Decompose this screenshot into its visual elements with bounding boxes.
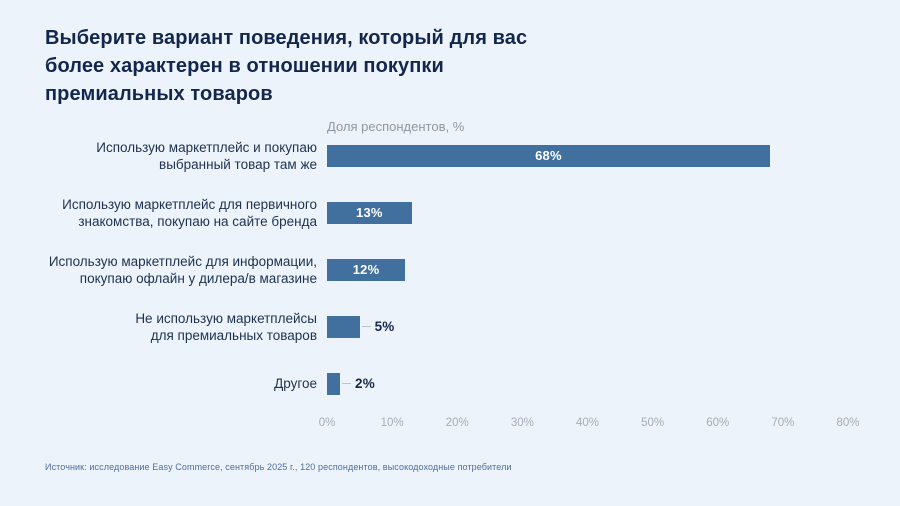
value-label: 12% (352, 262, 380, 277)
bar-segment: 12% (327, 258, 406, 281)
x-axis-ticks: 0% 10% 20% 30% 40% 50% 60% 70% 80% (319, 417, 860, 433)
bar-segment (327, 372, 341, 395)
value-label: 68% (535, 148, 562, 163)
x-tick-label: 60% (706, 417, 730, 429)
bar-row: Использую маркетплейс и покупаю выбранны… (45, 127, 848, 184)
x-tick-label: 20% (445, 417, 469, 429)
x-tick-label: 70% (771, 417, 795, 429)
x-tick-label: 0% (318, 417, 336, 429)
category-label: Использую маркетплейс и покупаю выбранны… (96, 139, 317, 172)
bar-row: Не использую маркетплейсы для премиальны… (45, 298, 848, 355)
bar-track: 5% (327, 315, 848, 338)
value-label: 2% (355, 376, 375, 391)
category-label: Другое (274, 376, 317, 391)
x-tick-label: 50% (641, 417, 665, 429)
chart-title: Выберите вариант поведения, который для … (45, 27, 528, 105)
value-label: 13% (356, 205, 383, 220)
value-label: 5% (374, 319, 395, 334)
x-axis-caption: Доля респондентов, % (327, 119, 465, 134)
bar-track: 13% (327, 201, 848, 224)
category-label: Не использую маркетплейсы для премиальны… (135, 310, 317, 343)
x-tick-label: 30% (510, 417, 534, 429)
bar-chart: Использую маркетплейс и покупаю выбранны… (45, 127, 848, 412)
bar-row: Использую маркетплейс для информации, по… (45, 241, 848, 298)
bar-row: Другое 2% (45, 355, 848, 412)
bar-track: 68% (327, 144, 848, 167)
bar-segment: 68% (327, 144, 770, 167)
bar-track: 12% (327, 258, 848, 281)
category-label: Использую маркетплейс для информации, по… (48, 253, 317, 286)
source-note: Источник: исследование Easy Commerce, се… (45, 462, 512, 472)
bar-track: 2% (327, 372, 848, 395)
leader-line (361, 326, 371, 327)
x-tick-label: 40% (575, 417, 600, 429)
bar-segment (327, 315, 360, 338)
x-tick-label: 10% (380, 417, 404, 429)
category-label: Использую маркетплейс для первичного зна… (62, 196, 317, 229)
bar-segment: 13% (327, 201, 412, 224)
leader-line (342, 383, 352, 384)
bar-row: Использую маркетплейс для первичного зна… (45, 184, 848, 241)
x-tick-label: 80% (836, 417, 860, 429)
